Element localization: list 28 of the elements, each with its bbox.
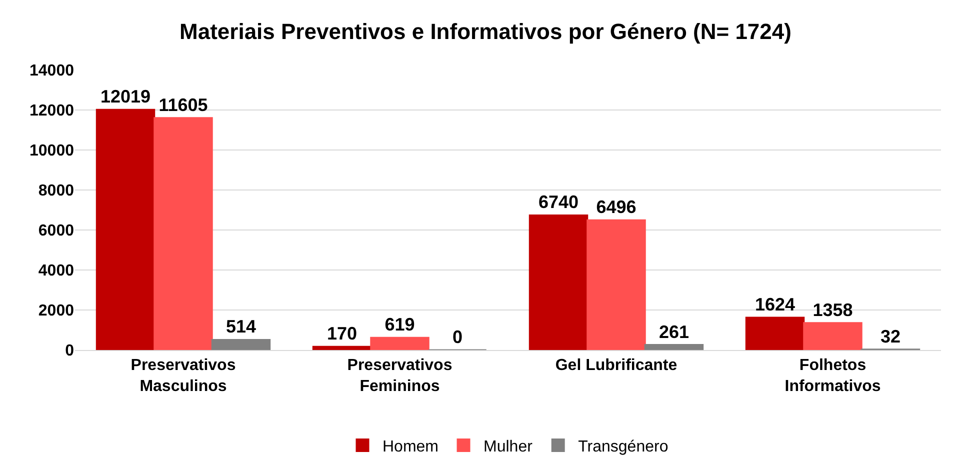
data-label: 32 xyxy=(880,326,900,346)
y-tick-label: 14000 xyxy=(30,62,74,80)
x-tick-label: Preservativos Femininos xyxy=(347,357,452,395)
data-label: 1624 xyxy=(754,294,796,315)
data-label: 6496 xyxy=(596,197,636,218)
x-tick-label: Folhetos Informativos xyxy=(784,357,881,395)
data-label: 1358 xyxy=(812,300,853,320)
x-tick-label: Gel Lubrificante xyxy=(555,357,678,374)
legend-label: Mulher xyxy=(484,438,534,456)
x-tick-label: Preservativos Masculinos xyxy=(130,357,236,395)
y-tick-label: 0 xyxy=(65,342,74,360)
data-label: 170 xyxy=(326,324,358,344)
data-label: 12019 xyxy=(100,86,151,107)
data-label: 0 xyxy=(452,327,462,347)
data-label: 261 xyxy=(658,322,690,342)
data-label: 6740 xyxy=(538,192,579,212)
y-tick-label: 2000 xyxy=(38,302,74,320)
y-tick-label: 10000 xyxy=(30,142,74,160)
data-label: 514 xyxy=(226,316,256,337)
chart-title: Materiais Preventivos e Informativos por Género (N= 1724) xyxy=(180,19,792,44)
data-label: 619 xyxy=(384,314,415,335)
legend-label: Transgénero xyxy=(578,438,668,456)
y-tick-label: 12000 xyxy=(30,102,74,120)
data-label: 11605 xyxy=(158,94,208,115)
legend-label: Homem xyxy=(382,438,439,456)
y-tick-label: 4000 xyxy=(38,262,74,280)
y-tick-label: 6000 xyxy=(38,222,74,240)
y-tick-label: 8000 xyxy=(38,182,74,200)
